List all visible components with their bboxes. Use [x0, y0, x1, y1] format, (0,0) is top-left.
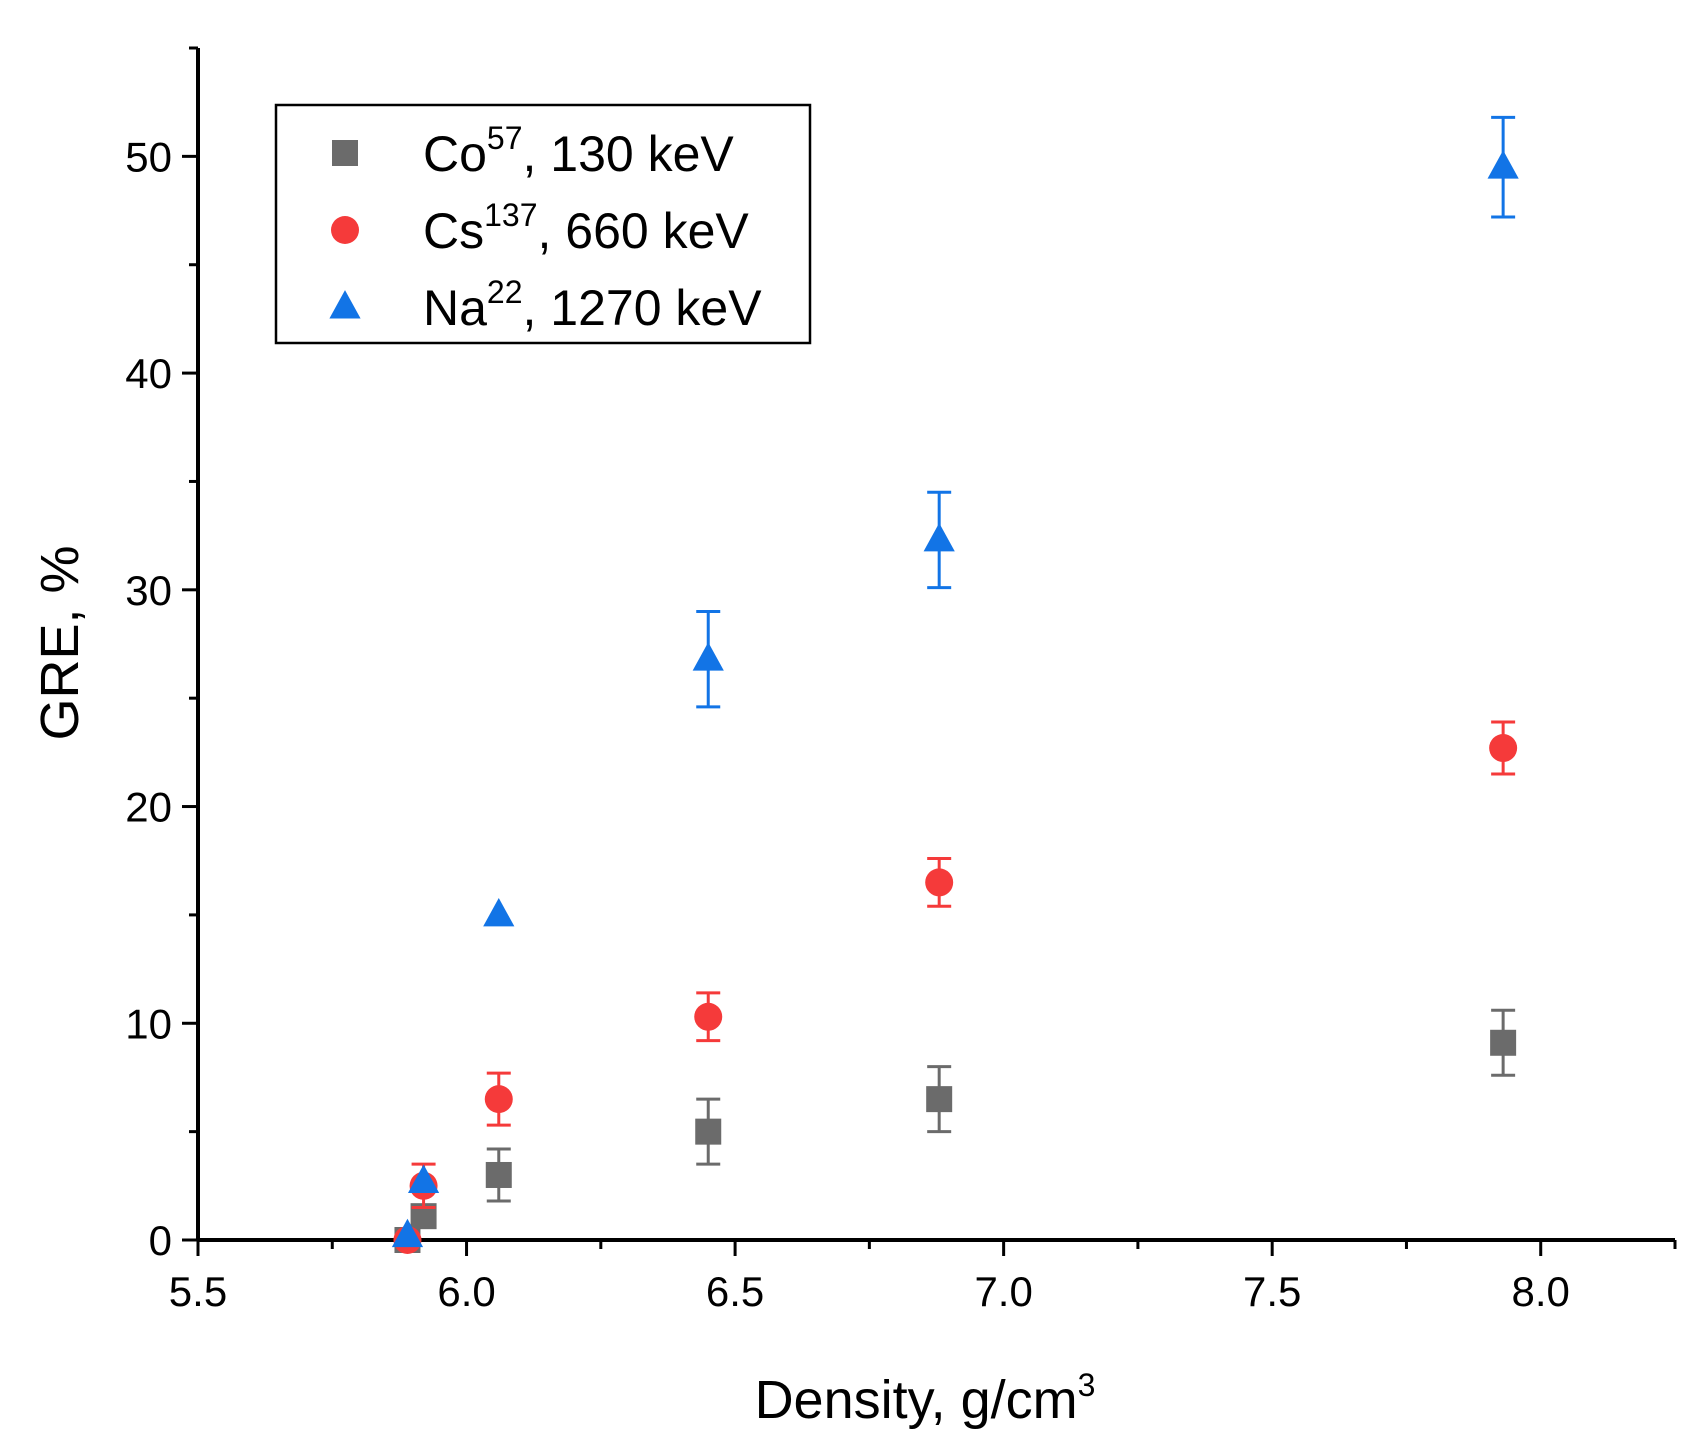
data-point: [925, 868, 954, 897]
y-tick-label: 50: [125, 133, 172, 180]
data-point: [926, 1086, 953, 1113]
data-point: [391, 1218, 424, 1248]
legend: Co57, 130 keV Cs137, 660 keV Na22, 1270 ke…: [274, 103, 812, 345]
data-points: [391, 115, 1519, 1254]
series-cs: [393, 720, 1518, 1254]
legend-label-na: Na22, 1270 keV: [423, 274, 762, 336]
x-tick-label: 7.0: [974, 1268, 1032, 1315]
legend-box: [274, 103, 812, 345]
data-point: [692, 642, 724, 671]
data-point: [484, 1085, 513, 1114]
x-axis-title: Density, g/cm3: [755, 1367, 1096, 1430]
series-na: [391, 115, 1519, 1248]
data-point: [1489, 734, 1518, 763]
x-tick-label: 6.5: [706, 1268, 764, 1315]
x-tick-label: 5.5: [169, 1268, 227, 1315]
y-tick-label: 10: [125, 1000, 172, 1047]
legend-label-co: Co57, 130 keV: [423, 120, 734, 182]
data-point: [483, 897, 515, 927]
data-point: [923, 523, 955, 552]
legend-marker-na: [329, 290, 361, 319]
legend-marker-cs: [331, 216, 359, 244]
data-point: [1487, 150, 1519, 179]
axes: [196, 48, 1675, 1242]
axis-ticks: 0 10 20 30 40 50 5.5 6.0 6.5 7.0 7.5 8.0: [125, 46, 1677, 1315]
series-co: [394, 1008, 1517, 1253]
legend-marker-co: [332, 140, 358, 166]
x-tick-label: 7.5: [1243, 1268, 1301, 1315]
y-tick-label: 30: [125, 567, 172, 614]
x-tick-label: 6.0: [437, 1268, 495, 1315]
data-point: [407, 1164, 440, 1193]
data-point: [694, 1002, 723, 1031]
y-tick-label: 20: [125, 784, 172, 831]
data-point: [1490, 1029, 1517, 1056]
y-tick-label: 40: [125, 350, 172, 397]
x-tick-label: 8.0: [1512, 1268, 1570, 1315]
data-point: [485, 1161, 512, 1188]
data-point: [695, 1118, 722, 1145]
y-tick-label: 0: [149, 1217, 172, 1264]
y-axis-title: GRE, %: [30, 545, 90, 740]
legend-label-cs: Cs137, 660 keV: [423, 197, 749, 259]
